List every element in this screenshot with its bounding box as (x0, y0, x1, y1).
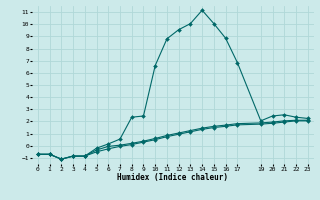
X-axis label: Humidex (Indice chaleur): Humidex (Indice chaleur) (117, 173, 228, 182)
